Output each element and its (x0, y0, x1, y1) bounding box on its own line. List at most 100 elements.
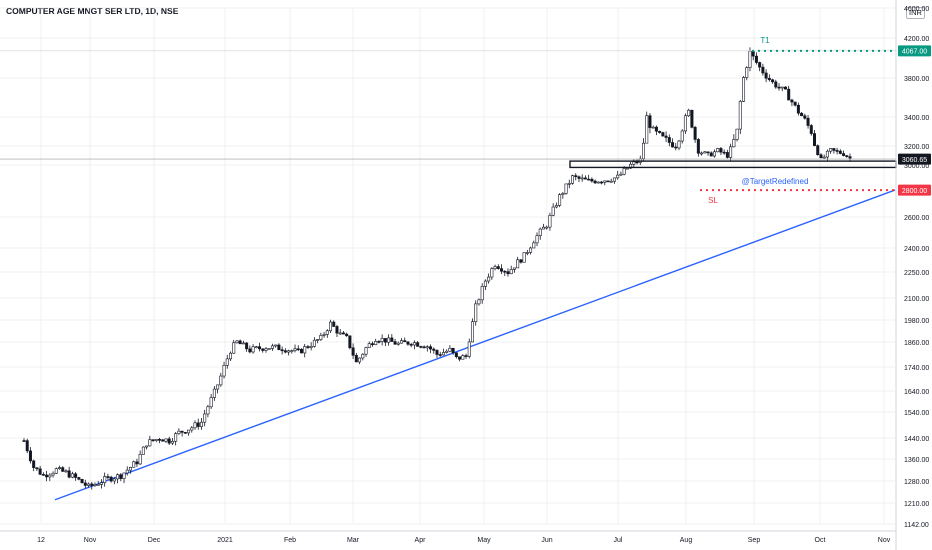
candle-body (183, 432, 187, 434)
candle-body (387, 337, 391, 343)
grid (0, 7, 895, 525)
candle-body (35, 467, 39, 470)
candle-body (177, 430, 181, 434)
candle-body (25, 440, 29, 452)
candle-body (787, 88, 791, 101)
candle-body (190, 427, 194, 431)
candle-body (251, 346, 255, 353)
candle-body (796, 104, 800, 114)
candle-body (367, 343, 371, 348)
candle-body (809, 125, 813, 134)
x-tick-label: Oct (815, 537, 826, 544)
candle-body (748, 50, 752, 68)
candle-body (254, 346, 258, 348)
candle-body (361, 353, 365, 359)
candle-body (299, 348, 303, 354)
candle-body (264, 348, 268, 351)
candle-body (61, 467, 65, 472)
candle-body (487, 276, 491, 282)
candle-body (112, 478, 116, 482)
candle-body (774, 81, 778, 88)
candle-body (551, 206, 555, 216)
candle-body (574, 175, 578, 178)
candle-body (187, 429, 191, 434)
y-tick-label: 1640.00 (904, 389, 929, 396)
candle-body (658, 130, 662, 133)
candle-body (583, 177, 587, 180)
candle-body (813, 133, 817, 146)
candle-body (538, 228, 542, 236)
candle-body (438, 354, 442, 356)
candle-body (719, 148, 723, 153)
x-tick-label: Feb (284, 537, 296, 544)
candle-body (383, 338, 387, 343)
candle-body (354, 355, 358, 363)
candle-body (829, 148, 833, 152)
candle-body (838, 150, 842, 154)
candle-body (712, 151, 716, 157)
x-tick-label: Mar (347, 537, 360, 544)
candle-body (558, 194, 562, 206)
candle-body (561, 193, 565, 195)
candle-body (41, 474, 45, 476)
candle-body (141, 446, 145, 455)
candle-body (567, 182, 571, 185)
candle-body (70, 473, 74, 478)
candle-body (358, 357, 362, 363)
stop-loss-annotation: SL (708, 196, 718, 205)
candle-body (790, 99, 794, 103)
candle-body (329, 321, 333, 332)
candle-body (38, 468, 42, 475)
candle-body (516, 259, 520, 269)
candle-body (106, 476, 110, 478)
candle-body (548, 215, 552, 228)
y-tick-label: 1440.00 (904, 436, 929, 443)
y-tick-label: 1210.00 (904, 501, 929, 508)
candle-body (203, 413, 207, 423)
candle-body (587, 178, 591, 181)
candle-body (716, 148, 720, 153)
y-tick-label: 1360.00 (904, 457, 929, 464)
candle-body (641, 142, 645, 160)
candle-body (742, 77, 746, 102)
currency-badge[interactable]: INR (906, 7, 925, 19)
candle-body (506, 271, 510, 275)
x-tick-label: Sep (748, 537, 761, 544)
candle-body (622, 168, 626, 175)
candle-body (87, 483, 91, 486)
y-tick-label: 1540.00 (904, 410, 929, 417)
candle-body (429, 346, 433, 350)
candle-body (803, 115, 807, 119)
candle-body (503, 270, 507, 273)
candle-body (400, 340, 404, 344)
candle-body (609, 180, 613, 183)
support-zone-box (569, 160, 897, 169)
candle-body (819, 154, 823, 159)
x-tick-label: Apr (415, 537, 427, 544)
last-price-label-bg (898, 153, 931, 165)
candle-body (380, 338, 384, 342)
y-tick-label: 1860.00 (904, 340, 929, 347)
candle-body (370, 343, 374, 346)
candle-body (606, 180, 610, 183)
candle-body (322, 334, 326, 336)
y-tick-label: 4600.00 (904, 6, 929, 13)
candle-body (132, 461, 136, 468)
candle-body (477, 299, 481, 305)
last-price-label: 3060.65 (902, 157, 927, 164)
candle-body (619, 173, 623, 176)
y-tick-label: 2600.00 (904, 215, 929, 222)
candle-body (338, 332, 342, 335)
candle-body (319, 335, 323, 340)
y-tick-label: 1980.00 (904, 318, 929, 325)
candle-body (461, 355, 465, 360)
candle-body (500, 268, 504, 272)
candle-body (199, 421, 203, 427)
x-tick-label: 12 (37, 537, 45, 544)
candle-body (816, 145, 820, 156)
candle-body (167, 438, 171, 444)
y-tick-label: 2400.00 (904, 246, 929, 253)
candle-body (419, 346, 423, 348)
